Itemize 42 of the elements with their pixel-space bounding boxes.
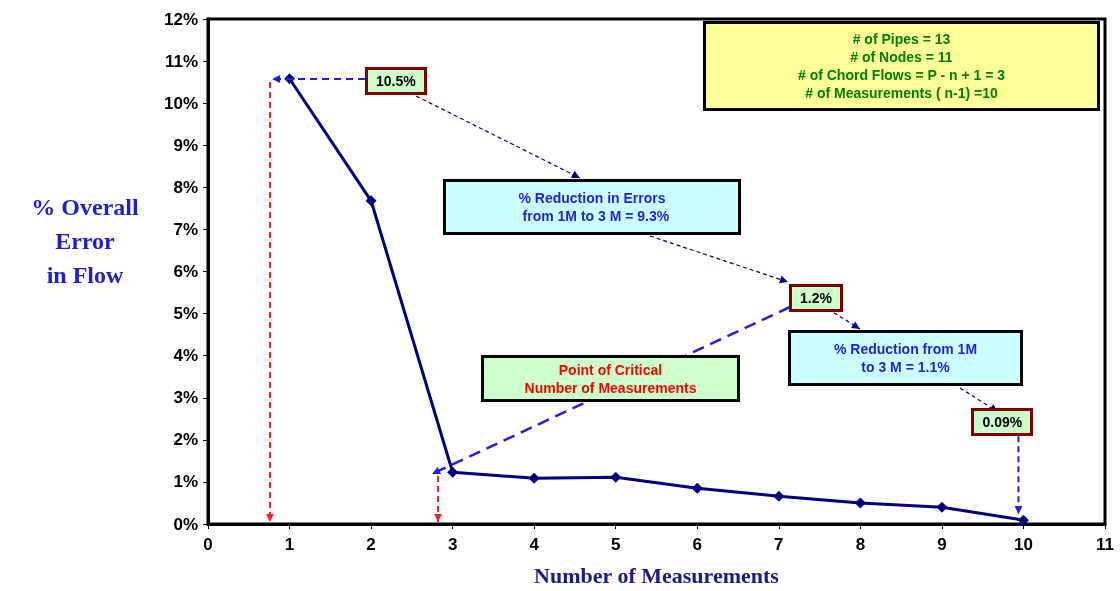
x-tick-label: 4: [529, 535, 540, 554]
x-tick-label: 6: [692, 535, 703, 554]
x-tick-label: 9: [937, 535, 947, 554]
point: [447, 466, 459, 478]
point: [365, 195, 377, 207]
x-tick-label: 3: [447, 535, 458, 554]
text-box: # of Pipes = 13 # of Nodes = 11 # of Chord Flows = P - n + 1 = 3 # of Measurements ( n-1) =10: [703, 21, 1100, 111]
y-tick-label: 11%: [164, 51, 198, 71]
y-tick-label: 6%: [173, 262, 198, 281]
point: [1017, 514, 1029, 526]
y-tick-label: 9%: [173, 135, 198, 155]
point: [691, 482, 703, 494]
text-box: % Reduction in Errors from 1M to 3 M = 9.3%: [443, 179, 741, 235]
point: [773, 490, 785, 502]
y-tick-label: 3%: [173, 388, 198, 408]
y-tick-label: 10%: [163, 93, 198, 113]
x-tick-label: 7: [774, 535, 784, 554]
y-tick-label: 4%: [173, 346, 198, 366]
point: [528, 472, 540, 484]
y-tick-label: 0%: [173, 514, 198, 534]
y-tick-label: 8%: [173, 177, 198, 197]
x-tick-label: 11: [1096, 535, 1114, 554]
point: [936, 501, 948, 513]
y-tick-label: 5%: [173, 304, 198, 324]
y-axis-title: % Overall Error in Flow: [30, 193, 140, 290]
text-box: Point of Critical Number of Measurements: [481, 355, 740, 402]
y-tick-label: 1%: [173, 472, 198, 492]
y-tick-label: 2%: [173, 430, 198, 450]
x-tick-label: 0: [203, 535, 213, 554]
x-tick-label: 2: [366, 535, 376, 554]
x-tick-label: 1: [284, 535, 295, 554]
x-tick-label: 5: [610, 535, 621, 554]
text-box: 10.5%: [365, 67, 427, 95]
y-tick-label: 12%: [163, 9, 198, 29]
y-tick-label: 7%: [173, 219, 198, 239]
x-axis-title: Number of Measurements: [534, 562, 780, 588]
text-box: 1.2%: [789, 284, 843, 312]
x-tick-label: 10: [1013, 535, 1033, 554]
text-box: 0.09%: [971, 408, 1034, 437]
point: [610, 471, 622, 483]
x-tick-label: 8: [855, 535, 866, 554]
text-box: % Reduction from 1M to 3 M = 1.1%: [788, 330, 1023, 386]
